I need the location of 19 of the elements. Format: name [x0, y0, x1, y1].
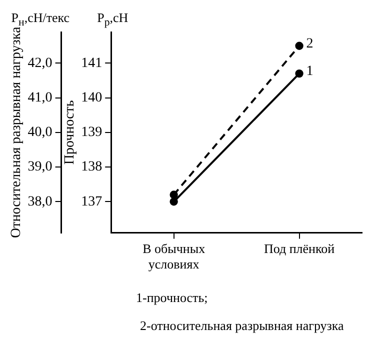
y2-tick-label: 139 — [81, 125, 102, 140]
text: P$_{р}$,сН — [97, 10, 128, 29]
y-tick-label: 39,0 — [28, 160, 52, 175]
x-tick-label: Под плёнкой — [264, 241, 335, 256]
series-label: 1 — [306, 64, 314, 80]
y-tick-label: 38,0 — [28, 194, 52, 210]
text: 2-относительная разрывная нагрузка — [140, 318, 345, 334]
y2-tick-label: 138 — [81, 160, 102, 175]
y2-tick-label: 140 — [81, 90, 102, 106]
y2-axis-title: Прочность — [62, 100, 78, 165]
x-tick-label: В обычных условиях — [142, 241, 206, 272]
y2-tick-label: 137 — [81, 194, 102, 210]
series-label: 2 — [306, 36, 314, 52]
y-tick-label: 41,0 — [28, 90, 52, 106]
y-tick-label: 40,0 — [28, 125, 52, 140]
y-tick-label: 42,0 — [28, 56, 52, 71]
y2-tick-label: 141 — [81, 56, 102, 71]
text: 1-прочность; — [136, 290, 209, 306]
y-axis-title: Относительная разрывная нагрузка — [9, 26, 24, 238]
